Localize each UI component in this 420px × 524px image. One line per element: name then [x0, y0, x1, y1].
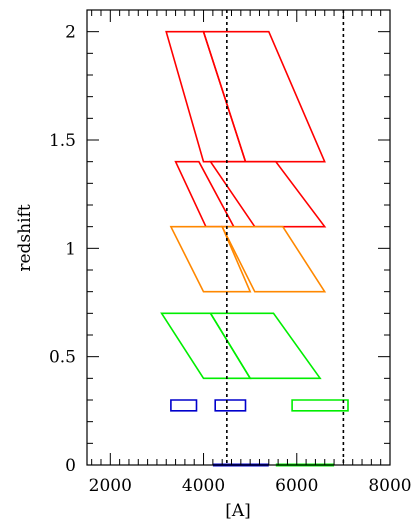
plot-frame [86, 9, 391, 466]
series-outline-10 [214, 399, 247, 412]
y-tick-label: 0.5 [49, 348, 76, 368]
series-outline-9 [170, 399, 198, 412]
series-outline-6 [220, 225, 327, 293]
y-tick-label: 1 [65, 239, 76, 259]
plot-marks [160, 30, 349, 467]
series-outline-4 [208, 160, 327, 228]
x-tick-label: 8000 [368, 476, 411, 496]
series-outline-8 [209, 312, 322, 380]
x-tick-label: 6000 [275, 476, 318, 496]
tick-labels: 2000 4000 6000 8000 0 0.5 1 1.5 2 [49, 23, 412, 496]
x-tick-label: 4000 [182, 476, 225, 496]
x-axis-label: [A] [225, 501, 251, 521]
reference-lines [226, 10, 345, 465]
y-tick-label: 2 [65, 23, 76, 43]
y-axis-label: redshift [15, 204, 35, 271]
series-outline-3 [174, 160, 236, 228]
axis-ticks [87, 9, 391, 466]
series-outline-11 [291, 399, 349, 412]
y-tick-label: 0 [65, 456, 76, 476]
y-tick-label: 1.5 [49, 131, 76, 151]
series-outline-5 [169, 225, 252, 293]
series-outline-1 [165, 30, 247, 163]
series-outline-7 [160, 312, 252, 380]
x-tick-label: 2000 [89, 476, 132, 496]
series-outline-2 [202, 30, 326, 163]
